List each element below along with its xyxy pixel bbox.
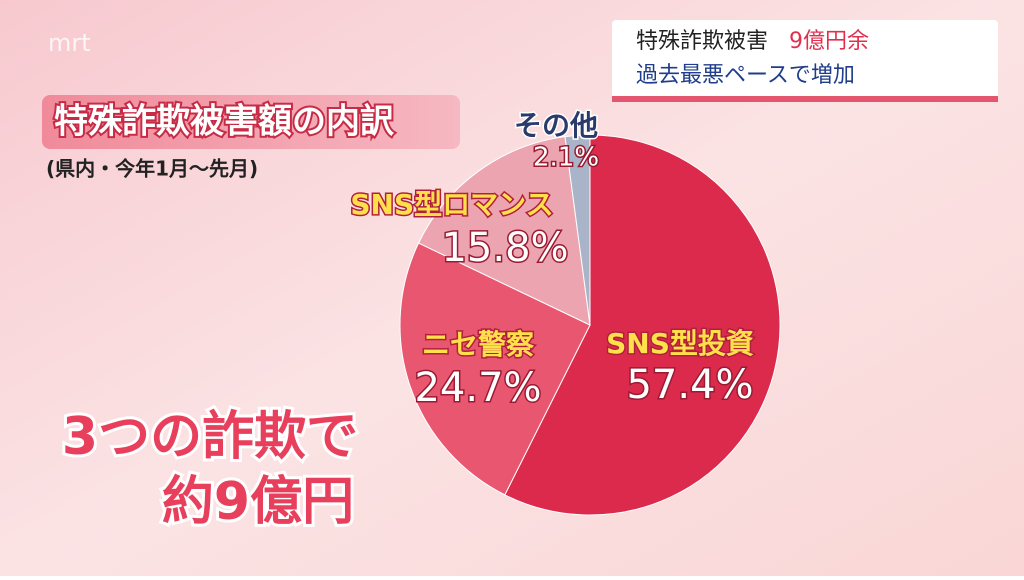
slice-value: 15.8% <box>441 225 568 271</box>
pie-slice <box>417 136 591 326</box>
slice-value: 2.1% <box>533 143 599 173</box>
slice-name: SNS型ロマンス <box>350 188 553 221</box>
logo: mrt <box>48 29 91 57</box>
slice-name: ニセ警察 <box>422 328 535 361</box>
headline-text: 特殊詐欺被害 <box>636 29 768 54</box>
headline-box <box>612 20 998 100</box>
chart-title: 特殊詐欺被害額の内訳 <box>54 102 395 142</box>
slice-name: SNS型投資 <box>606 327 754 360</box>
chart-subtitle: (県内・今年1月～先月) <box>46 157 258 181</box>
slice-value: 24.7% <box>414 365 541 411</box>
slice-value: 57.4% <box>626 362 753 408</box>
title-box <box>42 95 460 149</box>
headline-line1: 特殊詐欺被害 9億円余 <box>636 29 869 54</box>
headline-line2: 過去最悪ペースで増加 <box>636 63 855 88</box>
annotation: 約9億円 <box>162 472 354 532</box>
pie-slice <box>399 242 591 496</box>
headline-amount: 9億円余 <box>789 29 869 54</box>
pie <box>399 134 781 516</box>
pie-slice <box>504 134 781 516</box>
headline-bar <box>612 96 998 102</box>
annotation: 3つの詐欺で <box>62 407 358 467</box>
pie-slice <box>564 134 591 326</box>
slice-name: その他 <box>514 109 598 142</box>
